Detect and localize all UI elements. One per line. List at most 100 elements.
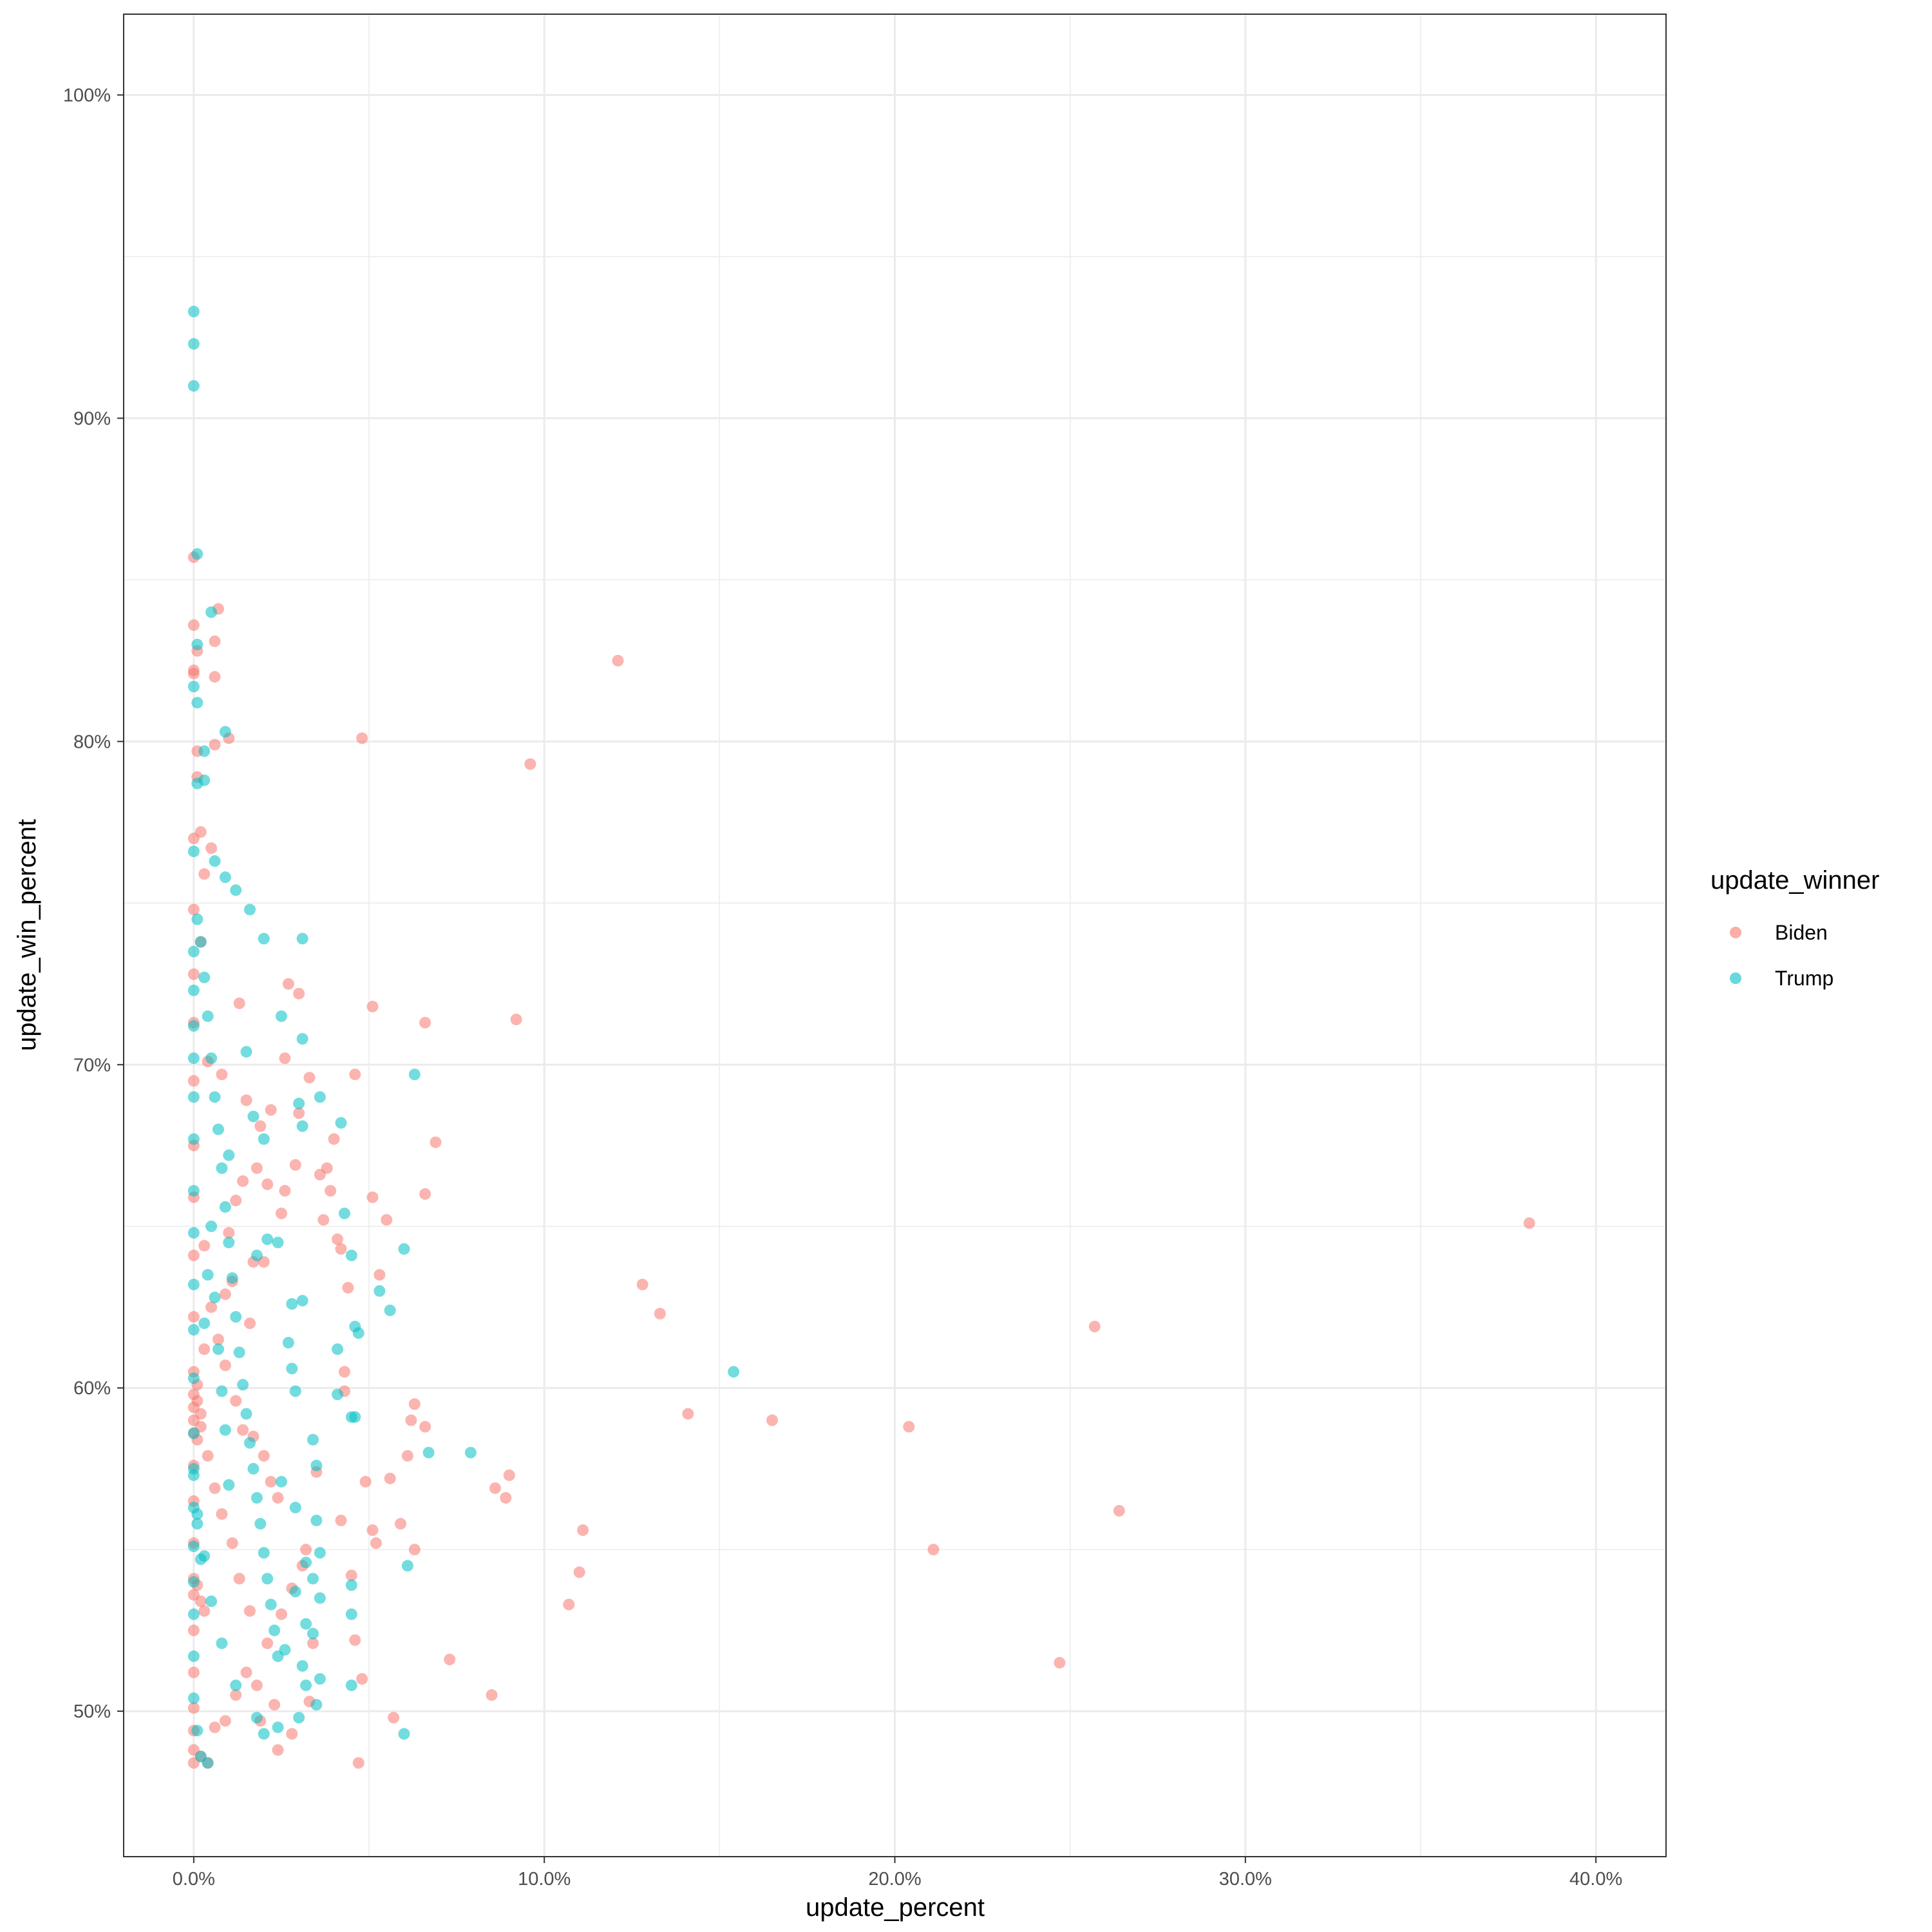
point-biden [332, 1233, 344, 1245]
point-biden [1088, 1320, 1101, 1332]
point-trump [233, 1346, 245, 1358]
point-biden [265, 1475, 277, 1488]
y-tick-label: 60% [73, 1378, 111, 1399]
point-biden [233, 997, 245, 1009]
point-trump [247, 1463, 260, 1475]
point-trump [198, 1317, 211, 1329]
point-trump [240, 1408, 252, 1420]
point-biden [258, 1450, 270, 1462]
legend-title: update_winner [1710, 866, 1879, 895]
point-trump [187, 1692, 200, 1705]
point-biden [573, 1566, 585, 1578]
data-points [187, 305, 1535, 1769]
point-trump [422, 1446, 435, 1459]
grid-lines [124, 14, 1666, 1857]
point-biden [500, 1492, 512, 1504]
point-biden [233, 1573, 245, 1585]
point-biden [325, 1185, 337, 1197]
point-trump [314, 1091, 326, 1103]
point-trump [345, 1608, 357, 1620]
point-biden [419, 1017, 431, 1029]
point-trump [205, 606, 218, 618]
point-trump [187, 1540, 200, 1553]
point-biden [212, 1333, 224, 1345]
point-trump [300, 1618, 312, 1630]
point-trump [272, 1650, 284, 1662]
point-biden [187, 1311, 200, 1323]
point-biden [230, 1195, 242, 1207]
point-biden [230, 1395, 242, 1407]
point-trump [187, 1020, 200, 1032]
point-biden [317, 1214, 330, 1226]
point-biden [191, 1395, 204, 1407]
point-trump [293, 1097, 305, 1110]
point-biden [293, 1107, 305, 1119]
point-trump [332, 1388, 344, 1401]
point-biden [187, 1702, 200, 1714]
point-trump [187, 1372, 200, 1385]
point-biden [577, 1524, 589, 1537]
point-biden [1113, 1504, 1125, 1517]
point-biden [272, 1492, 284, 1504]
point-trump [243, 1437, 256, 1449]
point-biden [261, 1637, 274, 1649]
point-trump [296, 1294, 308, 1307]
point-biden [187, 968, 200, 980]
point-biden [194, 1408, 207, 1420]
y-tick-label: 90% [73, 408, 111, 429]
point-trump [275, 1010, 287, 1022]
point-trump [335, 1117, 347, 1129]
y-axis-ticks: 50% 60% 70% 80% 90% 100% [63, 85, 124, 1722]
point-trump [187, 1650, 200, 1662]
x-axis-title: update_percent [806, 1893, 985, 1922]
point-biden [408, 1398, 421, 1410]
point-trump [226, 1272, 238, 1284]
point-trump [230, 884, 242, 896]
point-trump [205, 1595, 218, 1607]
point-trump [187, 1323, 200, 1336]
point-biden [219, 1359, 231, 1372]
point-biden [251, 1162, 263, 1174]
point-biden [419, 1421, 431, 1433]
point-trump [338, 1208, 350, 1220]
point-trump [398, 1728, 410, 1740]
point-biden [198, 868, 211, 880]
point-trump [219, 871, 231, 884]
point-trump [345, 1249, 357, 1262]
point-biden [226, 1537, 238, 1549]
point-trump [345, 1679, 357, 1691]
point-trump [187, 1052, 200, 1065]
x-tick-label: 30.0% [1219, 1869, 1272, 1889]
point-trump [258, 933, 270, 945]
point-biden [612, 654, 624, 667]
point-biden [356, 732, 368, 744]
point-biden [314, 1168, 326, 1180]
x-axis-ticks: 0.0% 10.0% 20.0% 30.0% 40.0% [173, 1857, 1622, 1889]
point-trump [296, 1120, 308, 1132]
point-trump [251, 1492, 263, 1504]
point-trump [187, 337, 200, 350]
point-trump [254, 1518, 267, 1530]
point-trump [332, 1343, 344, 1355]
point-trump [293, 1712, 305, 1724]
point-biden [216, 1068, 228, 1081]
point-trump [212, 1123, 224, 1135]
point-biden [1523, 1217, 1535, 1229]
point-trump [205, 1220, 218, 1233]
point-biden [408, 1544, 421, 1556]
point-biden [1054, 1656, 1066, 1669]
point-biden [187, 904, 200, 916]
point-trump [187, 1133, 200, 1145]
point-biden [366, 1000, 379, 1012]
point-trump [187, 1185, 200, 1197]
legend-key-biden [1730, 927, 1741, 938]
x-tick-label: 40.0% [1569, 1869, 1622, 1889]
point-trump [243, 904, 256, 916]
point-biden [430, 1136, 442, 1148]
point-biden [345, 1569, 357, 1582]
point-trump [223, 1236, 235, 1249]
point-trump [187, 1227, 200, 1239]
point-trump [230, 1311, 242, 1323]
point-trump [296, 1033, 308, 1045]
point-biden [240, 1666, 252, 1678]
